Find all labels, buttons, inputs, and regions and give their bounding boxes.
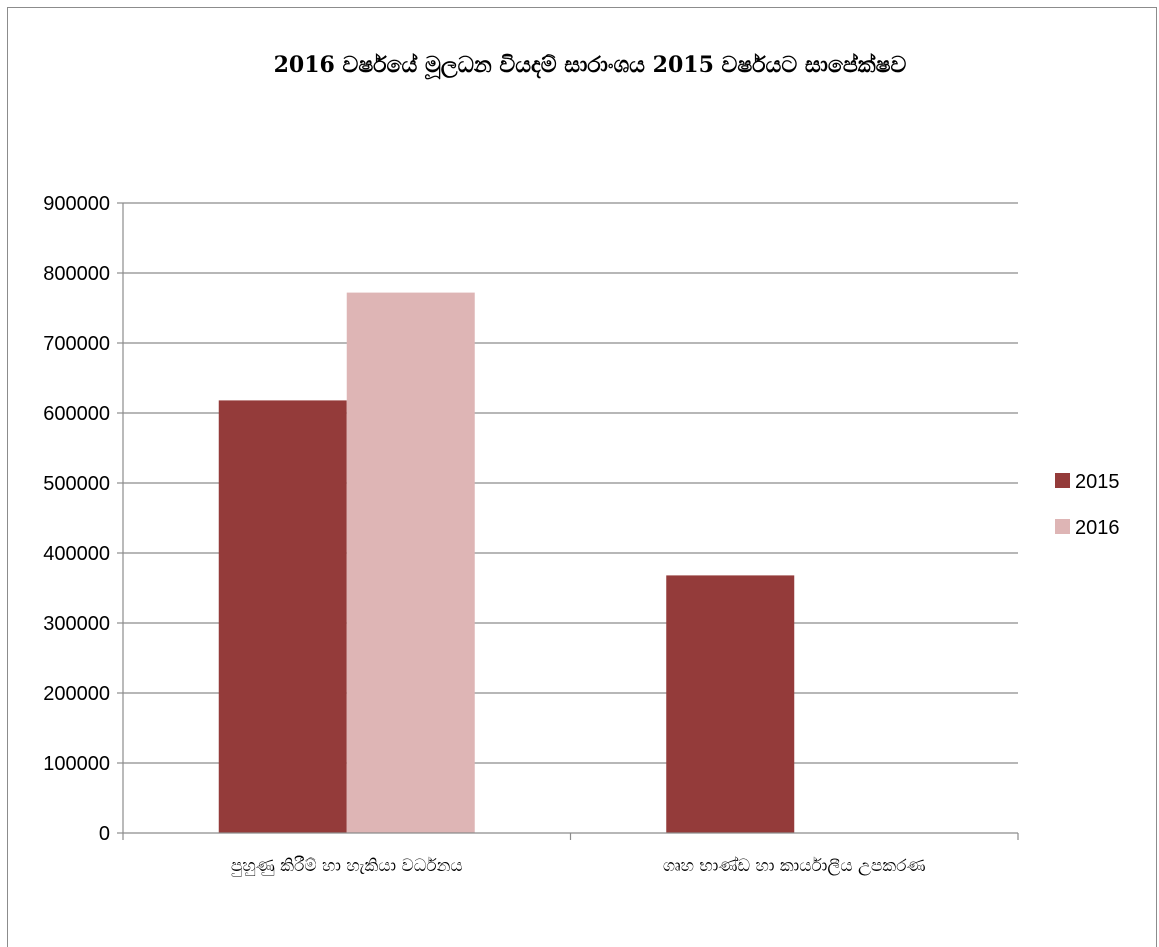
y-tick-label: 400000 xyxy=(43,543,110,565)
y-tick-label: 900000 xyxy=(43,193,110,215)
bars xyxy=(218,292,795,834)
x-axis-categories: පුහුණු කිරීම් හා හැකියා වර්ධනය ගෘහ භාණ්ඩ … xyxy=(231,856,926,876)
x-axis xyxy=(122,832,1019,840)
legend: 2015 2016 xyxy=(1055,471,1120,539)
chart-title: 2016 වර්ෂයේ මූලධන වියදම් සාරාංශය 2015 වර… xyxy=(273,52,907,78)
y-tick-label: 200000 xyxy=(43,683,110,705)
legend-swatch-2015 xyxy=(1055,473,1070,488)
y-tick-label: 800000 xyxy=(43,263,110,285)
x-category-label: ගෘහ භාණ්ඩ හා කාර්යාලීය උපකරණ xyxy=(663,856,926,876)
y-axis-ticks: 0 100000 200000 300000 400000 500000 600000 700… xyxy=(43,193,124,845)
y-tick-label: 700000 xyxy=(43,333,110,355)
y-tick-label: 0 xyxy=(99,823,110,845)
bar-2016 xyxy=(346,292,475,834)
bar-2015 xyxy=(218,400,347,833)
y-tick-label: 600000 xyxy=(43,403,110,425)
legend-label: 2016 xyxy=(1075,517,1120,539)
legend-label: 2015 xyxy=(1075,471,1120,493)
bar-2015 xyxy=(666,575,795,833)
y-tick-label: 500000 xyxy=(43,473,110,495)
legend-swatch-2016 xyxy=(1055,519,1070,534)
y-tick-label: 300000 xyxy=(43,613,110,635)
y-tick-label: 100000 xyxy=(43,753,110,775)
x-category-label: පුහුණු කිරීම් හා හැකියා වර්ධනය xyxy=(231,856,463,876)
chart-frame xyxy=(7,7,1157,947)
